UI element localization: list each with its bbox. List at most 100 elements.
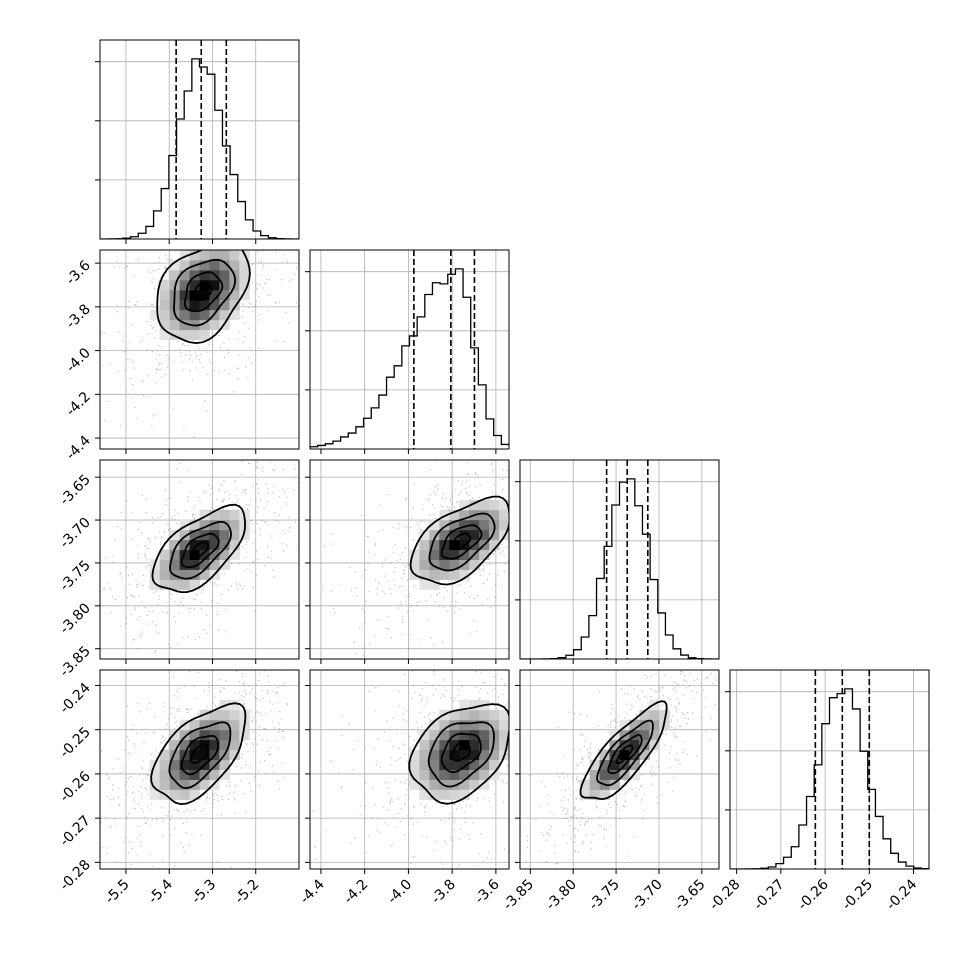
density-bin <box>189 269 200 281</box>
density-bin <box>179 259 191 271</box>
density-bin <box>239 279 250 291</box>
density-bin <box>609 759 620 770</box>
histogram-step <box>730 688 929 869</box>
density-bin <box>189 569 200 580</box>
density-bin <box>459 759 470 770</box>
density-bin <box>189 309 200 321</box>
contour-line <box>151 503 247 593</box>
y-tick-label: -4.0 <box>63 345 94 376</box>
x-tick-label: -0.24 <box>883 876 920 913</box>
hist-panel-0 <box>95 39 300 244</box>
density-bin <box>479 769 490 780</box>
axes-frame <box>99 669 300 870</box>
density-bin <box>159 329 171 341</box>
axes-frame <box>729 669 930 870</box>
hist-panel-3 <box>725 669 930 874</box>
y-tick-label: -0.25 <box>57 724 94 761</box>
density-bin <box>219 719 230 731</box>
density-bin <box>429 559 440 570</box>
density-bin <box>159 579 171 590</box>
density-panel-2-1 <box>305 459 510 664</box>
y-tick-label: -4.4 <box>63 433 94 464</box>
density-bin <box>449 739 460 751</box>
density-bin <box>209 729 220 741</box>
density-bin <box>449 539 460 551</box>
density-bin <box>149 569 161 580</box>
density-bin <box>419 739 430 751</box>
density-bin <box>169 789 181 800</box>
density-bin <box>199 250 210 261</box>
density-bin <box>169 769 181 780</box>
density-bin <box>179 789 191 800</box>
density-bin <box>209 779 220 790</box>
density-bin <box>209 739 220 751</box>
density-bin <box>219 539 230 551</box>
density-bin <box>479 729 490 741</box>
density-bin <box>239 529 250 541</box>
density-bin <box>439 759 450 770</box>
x-tick-label: -4.0 <box>385 877 416 908</box>
density-bin <box>179 579 191 590</box>
contour-line <box>192 281 213 302</box>
contour-line <box>450 532 472 551</box>
density-bin <box>169 319 181 331</box>
density-bin <box>499 529 509 541</box>
density-bin <box>449 569 460 580</box>
density-bin <box>439 739 450 751</box>
density-bin <box>159 749 171 761</box>
density-bin <box>429 749 440 761</box>
density-bin <box>469 749 480 761</box>
density-bin <box>189 549 200 560</box>
x-tick-label: -3.75 <box>586 877 623 914</box>
density-bin <box>499 739 509 751</box>
density-bin <box>469 719 480 731</box>
density-panel-3-0 <box>95 669 300 874</box>
y-tick-label: -0.28 <box>57 857 94 894</box>
y-tick-label: -3.75 <box>57 557 94 594</box>
density-bin <box>479 779 490 790</box>
density-bin <box>159 759 171 770</box>
density-bin <box>229 719 240 731</box>
density-bin <box>169 259 181 271</box>
density-bin <box>189 299 200 311</box>
density-panel-3-2 <box>515 669 720 874</box>
density-bin <box>159 309 171 321</box>
density-bin <box>489 739 500 751</box>
x-tick-label: -0.28 <box>707 877 744 914</box>
density-bin <box>169 739 181 751</box>
density-bin <box>409 749 420 761</box>
density-bin <box>169 269 181 281</box>
x-tick-label: -3.8 <box>428 877 459 908</box>
density-bin <box>169 529 181 541</box>
density-bin <box>639 749 650 761</box>
density-bin <box>219 250 230 261</box>
density-bin <box>149 789 161 800</box>
density-bin <box>649 719 660 731</box>
density-bin <box>409 759 420 770</box>
density-bin <box>459 789 470 800</box>
x-tick-label: -4.2 <box>341 877 372 908</box>
density-bin <box>209 519 220 531</box>
density-bin <box>159 279 171 291</box>
density-bin <box>439 749 450 761</box>
density-bin <box>449 509 460 521</box>
x-tick-label: -3.65 <box>672 877 709 914</box>
density-bin <box>449 519 460 531</box>
density-bin <box>229 259 240 271</box>
density-bin <box>629 729 640 741</box>
contour-line <box>169 520 232 580</box>
density-bin <box>179 759 191 770</box>
density-bin <box>499 509 509 521</box>
x-tick-label: -3.80 <box>543 877 580 914</box>
density-bin <box>429 729 440 741</box>
density-bin <box>169 549 181 560</box>
density-bin <box>199 319 210 331</box>
density-bin <box>209 250 220 261</box>
axes-frame <box>99 249 300 450</box>
x-tick-label: -3.70 <box>629 877 666 914</box>
density-bin <box>439 769 450 780</box>
density-bin <box>229 549 240 560</box>
density-bin <box>239 289 250 301</box>
density-bin <box>159 569 171 580</box>
density-bin <box>229 529 240 541</box>
